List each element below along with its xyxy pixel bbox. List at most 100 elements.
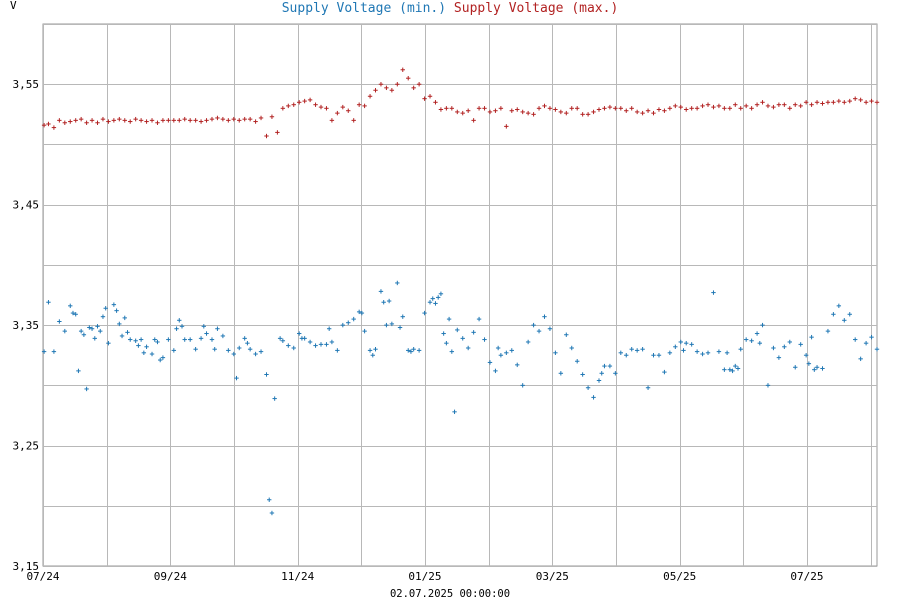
data-point-max — [673, 103, 678, 109]
data-point-min — [92, 336, 97, 341]
data-point-max — [395, 82, 400, 87]
data-point-max — [106, 119, 111, 124]
data-point-min — [803, 353, 809, 358]
data-point-min — [602, 363, 607, 369]
data-point-max — [580, 112, 585, 117]
data-point-min — [226, 348, 231, 353]
data-point-max — [471, 118, 476, 123]
x-tick-labels: 07/24 09/24 11/24 01/25 03/25 05/25 07/25 — [26, 570, 823, 583]
data-point-max — [84, 120, 89, 125]
data-point-min — [359, 310, 365, 316]
data-point-max — [727, 106, 733, 111]
data-point-max — [831, 100, 836, 105]
data-point-min — [267, 497, 272, 502]
data-point-max — [313, 102, 318, 107]
data-point-max — [384, 85, 389, 91]
data-point-min — [264, 372, 269, 377]
data-point-min — [793, 365, 798, 370]
data-point-min — [155, 339, 160, 345]
data-point-min — [673, 344, 678, 349]
data-point-min — [291, 345, 296, 351]
data-point-min — [76, 368, 81, 374]
data-point-max — [177, 118, 182, 123]
data-point-max — [787, 106, 792, 111]
data-point-min — [247, 347, 253, 352]
data-point-max — [869, 98, 874, 104]
data-point-max — [433, 100, 438, 105]
data-point-min — [373, 347, 378, 352]
data-point-min — [435, 295, 441, 300]
data-point-min — [46, 300, 51, 305]
data-point-min — [269, 510, 275, 516]
data-point-min — [574, 359, 580, 364]
data-point-min — [272, 396, 277, 401]
y-tick-label: 3,45 — [13, 199, 40, 212]
data-point-min — [427, 300, 433, 305]
data-point-min — [760, 322, 765, 328]
data-point-max — [509, 108, 514, 113]
data-point-max — [400, 67, 405, 72]
data-point-min — [245, 340, 250, 346]
data-point-max — [640, 110, 645, 116]
data-point-max — [602, 106, 607, 111]
data-point-min — [324, 342, 329, 347]
data-point-min — [809, 334, 814, 340]
data-point-min — [51, 349, 57, 354]
data-point-max — [340, 104, 346, 110]
data-point-min — [204, 331, 209, 336]
data-point-min — [57, 319, 62, 324]
data-point-min — [62, 328, 68, 334]
data-point-min — [645, 385, 651, 390]
data-point-max — [743, 103, 749, 109]
data-point-max — [95, 120, 100, 125]
data-point-min — [114, 308, 119, 313]
data-point-min — [558, 371, 564, 376]
data-point-min — [656, 353, 662, 358]
data-point-max — [809, 102, 814, 107]
data-point-max — [634, 109, 640, 115]
data-point-min — [103, 306, 108, 311]
data-point-max — [536, 106, 542, 111]
data-point-min — [367, 348, 373, 353]
data-point-min — [95, 324, 100, 329]
data-point-max — [351, 118, 356, 123]
data-point-max — [624, 108, 629, 113]
data-point-min — [296, 331, 302, 336]
y-tick-label: 3,15 — [13, 560, 40, 573]
data-point-min — [858, 356, 863, 362]
data-point-max — [362, 103, 367, 109]
data-point-min — [141, 350, 147, 356]
data-point-max — [525, 110, 531, 116]
data-point-min — [446, 316, 452, 322]
data-point-max — [296, 100, 302, 105]
data-point-max — [160, 118, 166, 123]
y-tick-labels: 3,15 3,25 3,35 3,45 3,55 — [13, 78, 40, 573]
data-point-max — [874, 100, 880, 105]
data-point-min — [705, 350, 711, 356]
data-point-min — [678, 339, 683, 345]
data-point-min — [689, 342, 694, 347]
data-point-min — [542, 314, 547, 319]
data-point-min — [716, 349, 722, 354]
data-point-min — [585, 385, 591, 390]
data-point-min — [117, 321, 122, 327]
data-point-max — [618, 106, 624, 111]
data-point-max — [438, 107, 444, 112]
data-point-max — [765, 103, 771, 109]
data-point-min — [536, 328, 542, 334]
data-point-min — [340, 322, 346, 328]
data-point-min — [416, 348, 422, 353]
data-point-min — [735, 366, 741, 371]
legend-text: Supply Voltage (min.) Supply Voltage (ma… — [282, 1, 619, 16]
legend-item-max: Supply Voltage (max.) — [446, 1, 618, 16]
data-point-min — [847, 312, 852, 317]
data-point-min — [806, 361, 812, 366]
data-point-min — [258, 349, 264, 354]
data-point-min — [498, 353, 504, 358]
data-point-max — [814, 100, 820, 105]
data-point-min — [81, 332, 87, 337]
data-point-max — [144, 119, 149, 124]
data-point-min — [179, 324, 185, 329]
data-point-min — [160, 355, 166, 360]
data-point-min — [378, 289, 384, 294]
